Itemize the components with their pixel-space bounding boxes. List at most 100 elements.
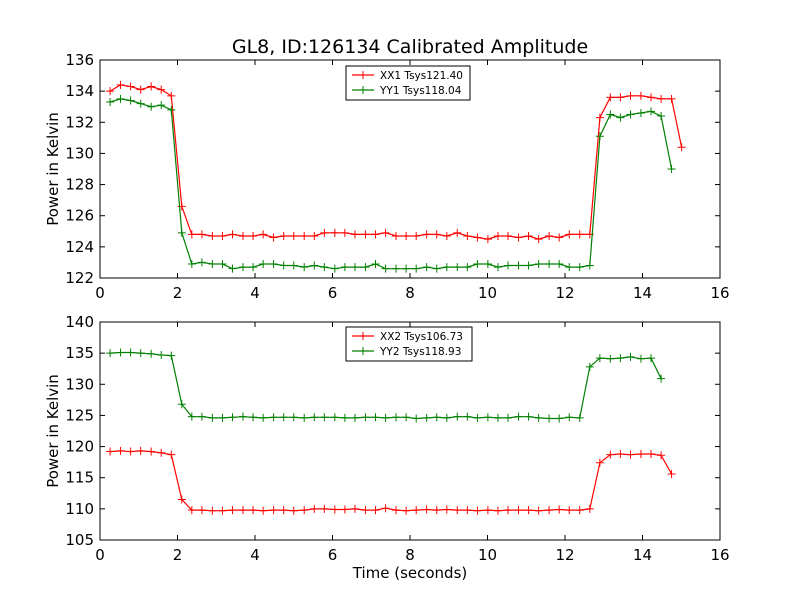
data-point	[279, 413, 288, 422]
data-point	[340, 505, 349, 514]
data-point	[381, 504, 390, 513]
data-point	[545, 231, 554, 240]
data-point	[504, 261, 513, 270]
data-point	[167, 105, 176, 114]
x-tick-label: 2	[173, 546, 183, 564]
data-point	[626, 110, 635, 119]
data-point	[402, 413, 411, 422]
legend-box	[345, 65, 471, 101]
legend-entry-label: XX2 Tsys106.73	[380, 331, 463, 343]
data-point	[606, 93, 615, 102]
data-point	[126, 348, 135, 357]
data-point	[238, 263, 247, 272]
legend: XX2 Tsys106.73 YY2 Tsys118.93	[345, 326, 473, 362]
data-point	[187, 259, 196, 268]
y-tick-label: 125	[65, 406, 94, 424]
data-point	[371, 413, 380, 422]
data-point	[126, 82, 135, 91]
y-tick-label: 134	[65, 82, 94, 100]
data-point	[228, 506, 237, 515]
data-point	[555, 233, 564, 242]
data-point	[371, 230, 380, 239]
data-point	[422, 413, 431, 422]
data-point	[320, 504, 329, 513]
data-point	[218, 506, 227, 515]
data-point	[157, 85, 166, 94]
x-axis-label: Time (seconds)	[352, 564, 468, 582]
data-point	[310, 261, 319, 270]
data-point	[575, 230, 584, 239]
data-point	[585, 261, 594, 270]
data-point	[269, 259, 278, 268]
data-point	[575, 263, 584, 272]
data-point	[392, 506, 401, 515]
data-point	[249, 231, 258, 240]
data-point	[606, 450, 615, 459]
data-point	[565, 230, 574, 239]
data-point	[483, 235, 492, 244]
data-point	[432, 413, 441, 422]
legend: XX1 Tsys121.40 YY1 Tsys118.04	[345, 65, 471, 101]
data-point	[575, 413, 584, 422]
data-point	[259, 413, 268, 422]
data-point	[320, 263, 329, 272]
data-point	[616, 113, 625, 122]
x-tick-label: 12	[555, 546, 574, 564]
data-point	[147, 102, 156, 111]
data-point	[259, 259, 268, 268]
data-point	[442, 231, 451, 240]
y-tick-label: 115	[65, 469, 94, 487]
data-point	[126, 96, 135, 105]
y-axis-label: Power in Kelvin	[44, 374, 62, 488]
data-point	[197, 230, 206, 239]
data-point	[310, 504, 319, 513]
data-point	[585, 504, 594, 513]
legend-swatch-marker	[359, 347, 367, 355]
data-point	[157, 101, 166, 110]
data-point	[453, 412, 462, 421]
data-point	[350, 413, 359, 422]
data-point	[320, 228, 329, 237]
data-point	[514, 233, 523, 242]
data-point	[218, 413, 227, 422]
data-point	[504, 506, 513, 515]
data-point	[565, 506, 574, 515]
data-point	[667, 94, 676, 103]
data-point	[208, 231, 217, 240]
data-point	[147, 349, 156, 358]
data-point	[249, 263, 258, 272]
data-point	[595, 113, 604, 122]
data-point	[657, 94, 666, 103]
data-point	[116, 80, 125, 89]
data-point	[657, 374, 666, 383]
y-tick-label: 128	[65, 176, 94, 194]
data-point	[422, 505, 431, 514]
data-point	[187, 506, 196, 515]
data-point	[636, 108, 645, 117]
data-point	[473, 413, 482, 422]
data-point	[279, 261, 288, 270]
data-point	[228, 413, 237, 422]
data-point	[432, 264, 441, 273]
data-point	[249, 506, 258, 515]
data-point	[269, 233, 278, 242]
data-point	[381, 413, 390, 422]
data-point	[228, 230, 237, 239]
data-point	[463, 263, 472, 272]
data-point	[483, 413, 492, 422]
data-point	[116, 446, 125, 455]
y-tick-label: 126	[65, 207, 94, 225]
data-point	[524, 412, 533, 421]
x-tick-label: 16	[710, 284, 729, 302]
data-point	[228, 264, 237, 273]
data-point	[473, 233, 482, 242]
y-tick-label: 135	[65, 344, 94, 362]
data-point	[524, 231, 533, 240]
data-point	[534, 413, 543, 422]
data-point	[259, 506, 268, 515]
data-point	[504, 413, 513, 422]
data-point	[392, 231, 401, 240]
data-point	[514, 506, 523, 515]
data-point	[197, 258, 206, 267]
